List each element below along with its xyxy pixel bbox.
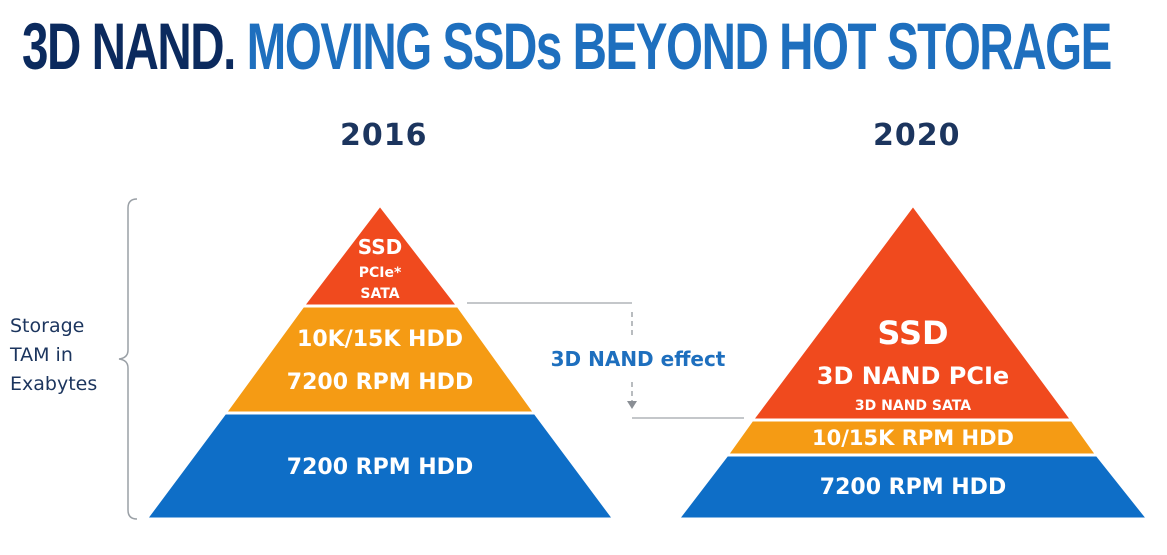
3d-nand-effect-label: 3D NAND effect [551, 347, 726, 371]
storage-tam-brace [118, 198, 138, 520]
left-hdd-bottom-label: 7200 RPM HDD [287, 455, 473, 480]
left-ssd-line-2: PCIe* [359, 265, 402, 281]
left-hdd-mid-segment [222, 304, 538, 415]
storage-tam-label-line-2: TAM in [10, 344, 73, 366]
right-hdd-mid-label: 10/15K RPM HDD [812, 426, 1014, 450]
left-hdd-bottom-segment [143, 411, 617, 521]
right-hdd-bottom-segment [674, 453, 1152, 521]
left-hdd-mid-line-1: 10K/15K HDD [297, 327, 463, 352]
right-ssd-line-3: 3D NAND SATA [855, 398, 971, 414]
storage-tam-label-line-3: Exabytes [10, 373, 98, 395]
title-part-1: 3D NAND. [22, 9, 236, 83]
title-part-2: MOVING SSDs BEYOND HOT STORAGE [246, 9, 1113, 83]
left-hdd-mid-line-2: 7200 RPM HDD [287, 370, 473, 395]
right-ssd-title: SSD [877, 314, 948, 352]
effect-arrow-head [627, 401, 637, 409]
year-label-2020: 2020 [873, 118, 961, 153]
left-ssd-line-3: SATA [360, 286, 399, 302]
storage-tam-label: Storage TAM in Exabytes [10, 312, 97, 399]
right-ssd-line-2: 3D NAND PCIe [817, 362, 1009, 390]
slide-title: 3D NAND. MOVING SSDs BEYOND HOT STORAGE [22, 6, 1113, 86]
left-ssd-title: SSD [358, 235, 403, 259]
storage-tam-label-line-1: Storage [10, 315, 85, 337]
right-hdd-bottom-label: 7200 RPM HDD [820, 475, 1006, 500]
year-label-2016: 2016 [340, 118, 428, 153]
